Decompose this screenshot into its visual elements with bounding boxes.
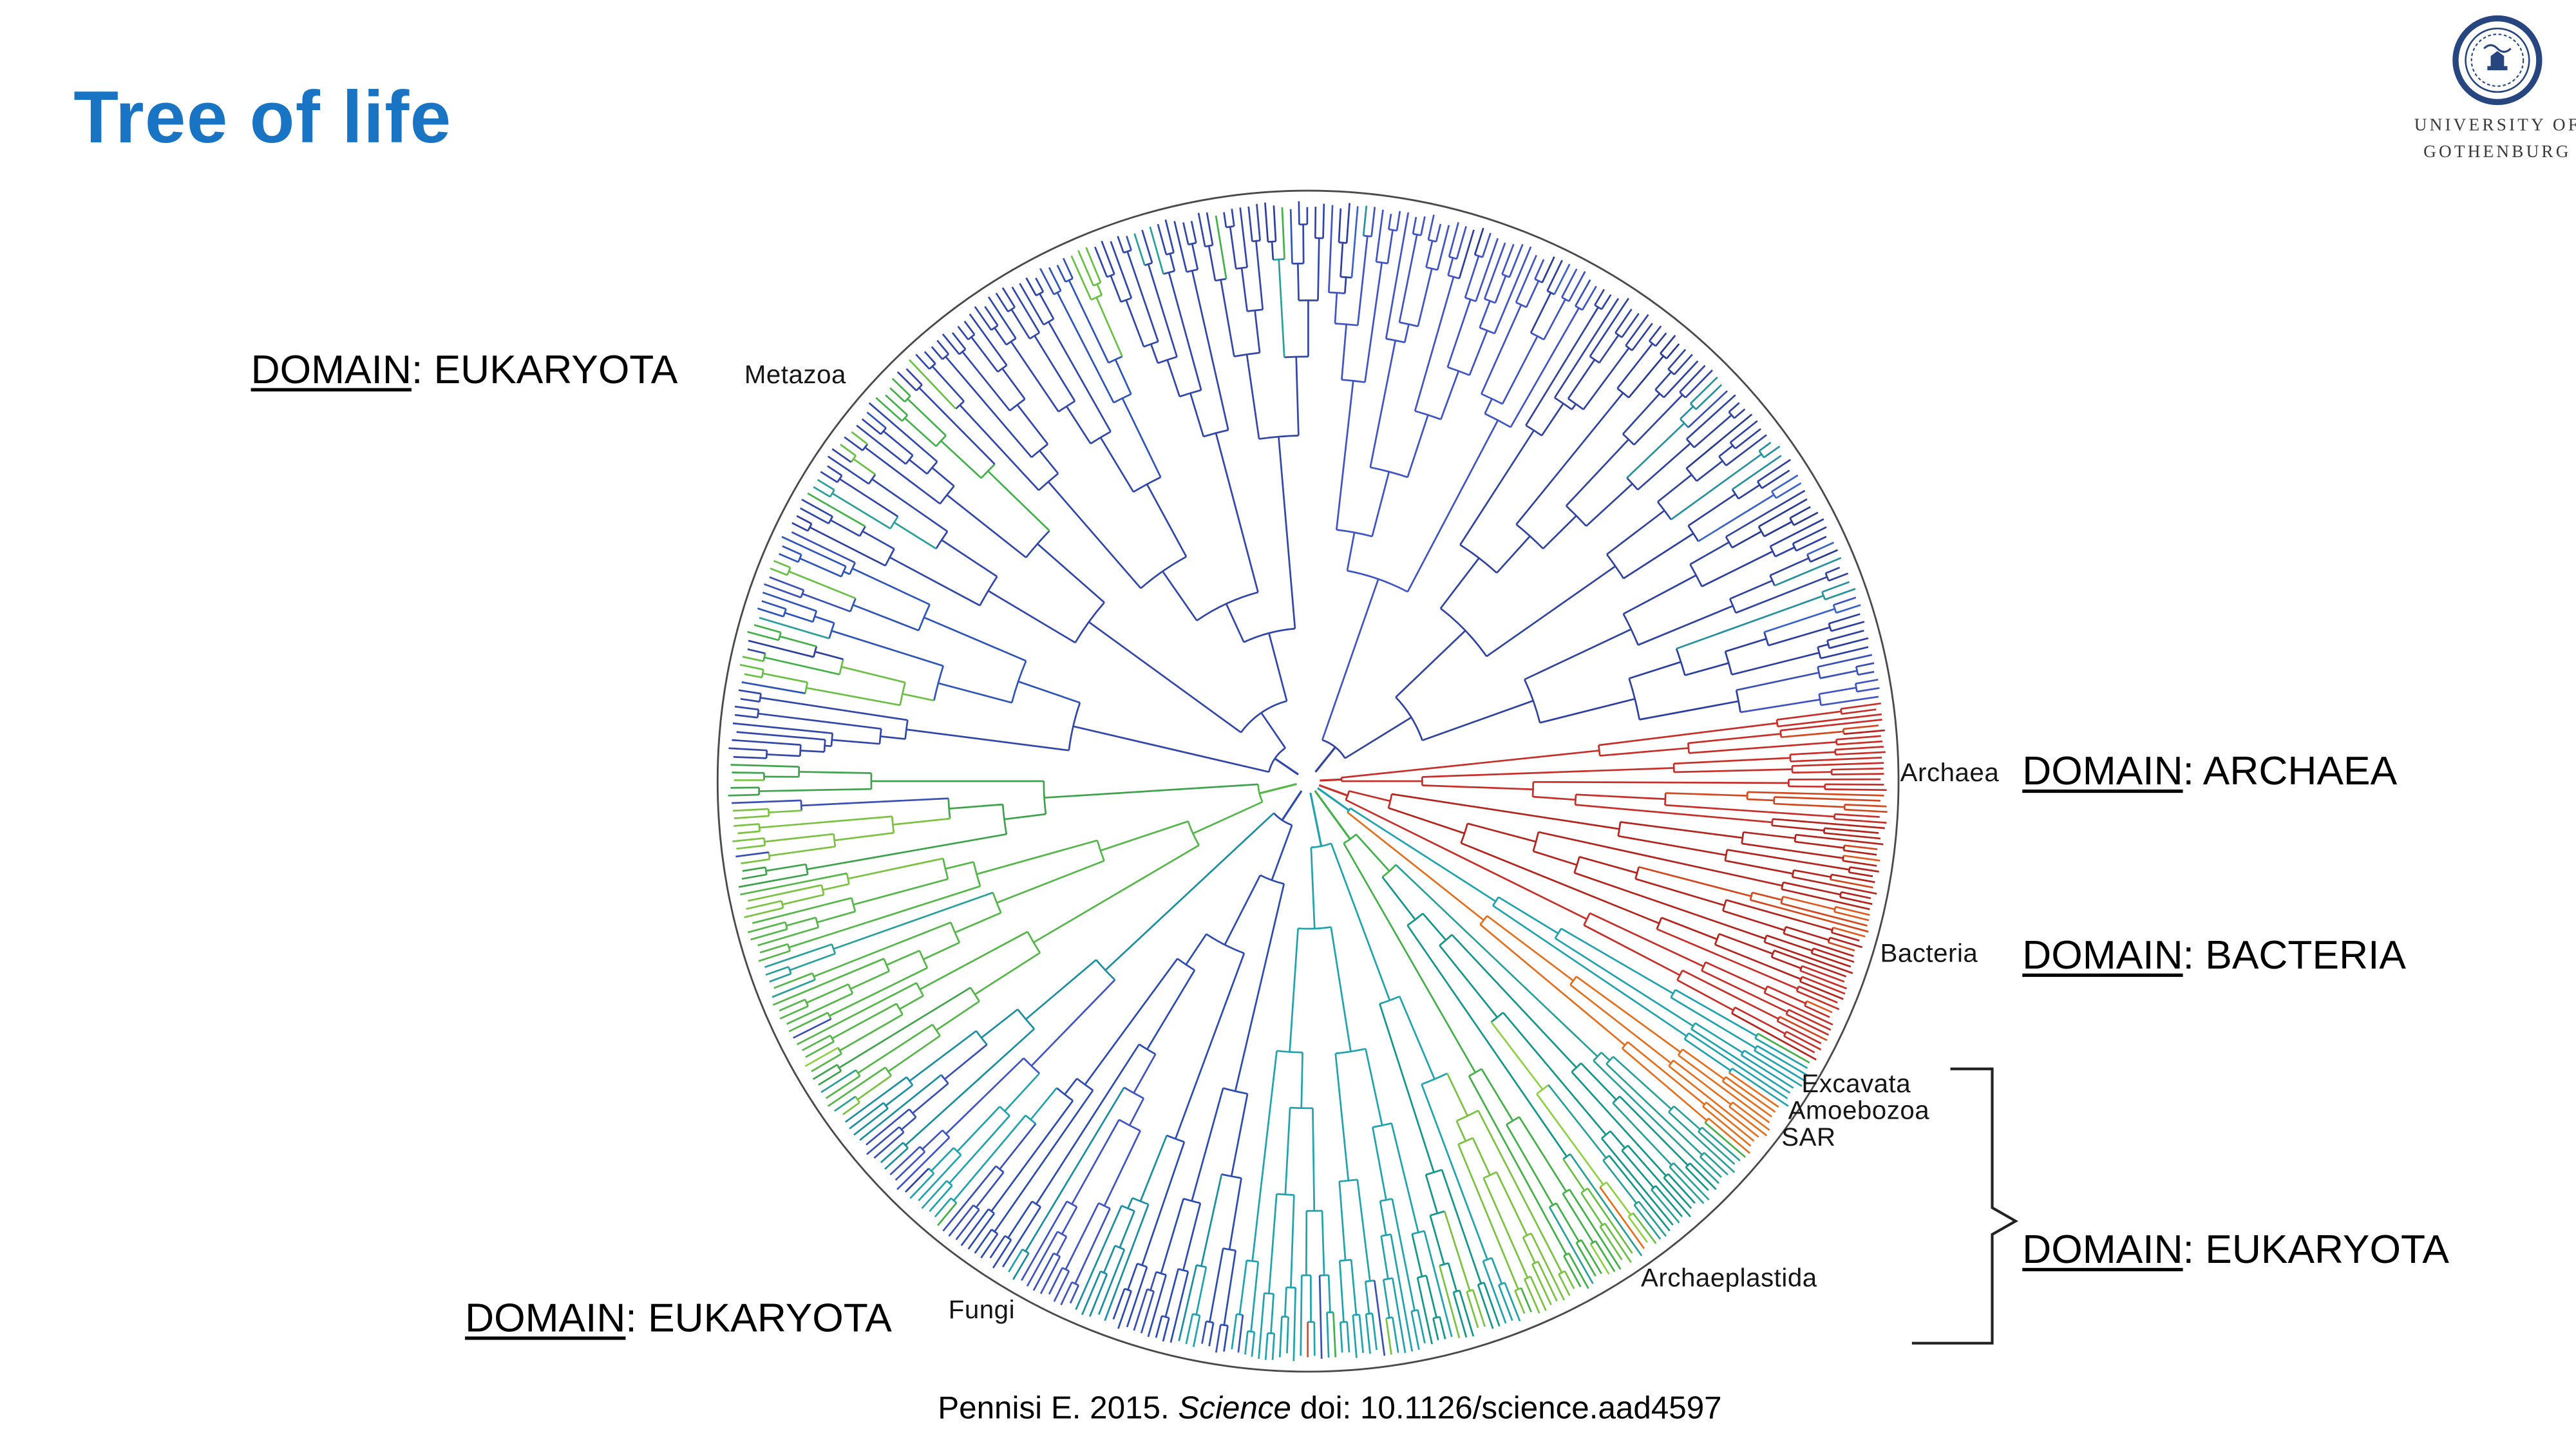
domain-label-eukaryota-bottom: DOMAIN: EUKARYOTA [465,1296,892,1343]
domain-term: DOMAIN [2022,1227,2183,1273]
clade-label-archaea: Archaea [1900,759,2000,788]
university-logo: UNIVERSITY OF GOTHENBURG [2395,14,2576,168]
domain-label-bacteria: DOMAIN: BACTERIA [2022,933,2406,980]
domain-label-archaea: DOMAIN: ARCHAEA [2022,750,2397,797]
domain-term: DOMAIN [465,1296,626,1342]
logo-text-line1: UNIVERSITY OF [2414,117,2576,136]
clade-label-metazoa: Metazoa [744,361,846,390]
domain-value: : EUKARYOTA [625,1296,892,1342]
domain-label-eukaryota-left: DOMAIN: EUKARYOTA [251,348,678,395]
domain-label-eukaryota-right: DOMAIN: EUKARYOTA [2022,1227,2449,1274]
citation-journal: Science [1178,1392,1291,1427]
domain-term: DOMAIN [2022,749,2183,795]
clade-label-sar: SAR [1781,1124,1836,1153]
citation-pre: Pennisi E. 2015. [938,1392,1179,1427]
clade-label-bacteria: Bacteria [1880,940,1978,969]
clade-label-fungi: Fungi [948,1296,1016,1325]
clade-label-excavata: Excavata [1801,1070,1911,1099]
citation: Pennisi E. 2015. Science doi: 10.1126/sc… [84,1392,2576,1428]
university-seal-icon [2452,15,2543,106]
domain-value: : EUKARYOTA [411,348,678,393]
logo-text-line2: GOTHENBURG [2423,144,2571,163]
citation-post: doi: 10.1126/science.aad4597 [1291,1392,1722,1427]
domain-value: : ARCHAEA [2183,749,2398,795]
clade-label-amoebozoa: Amoebozoa [1788,1097,1930,1126]
page-title: Tree of life [73,77,452,159]
clade-label-archaeplastida: Archaeplastida [1641,1264,1817,1293]
domain-term: DOMAIN [251,348,412,393]
domain-value: : EUKARYOTA [2183,1227,2449,1273]
domain-term: DOMAIN [2022,933,2183,979]
domain-value: : BACTERIA [2183,933,2406,979]
